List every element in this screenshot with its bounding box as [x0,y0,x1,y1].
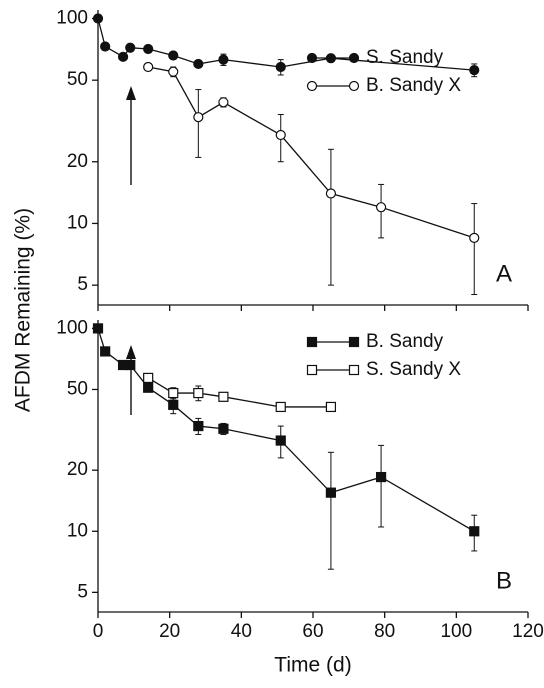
data-point [143,382,154,393]
legend-label: B. Sandy [366,331,444,352]
data-point [143,43,154,55]
y-tick-label: 50 [67,378,88,399]
data-point [168,66,179,77]
x-tick-label: 120 [512,621,544,642]
data-point [92,13,104,24]
error-bar [327,451,334,570]
legend-label: B. Sandy X [366,75,461,96]
y-tick-label: 5 [77,581,88,602]
data-point [275,435,286,446]
data-point [193,58,204,70]
data-point [100,41,111,52]
data-point [218,54,229,65]
data-point [218,391,229,402]
x-tick-label: 40 [231,621,252,642]
panel-label: B [496,567,512,594]
data-point [325,188,337,199]
data-point [275,129,286,141]
y-tick-label: 100 [56,7,88,28]
y-tick-label: 20 [67,151,88,172]
data-point [469,232,480,244]
data-point [325,401,337,413]
legend-marker [306,52,318,64]
data-point [375,202,387,213]
data-point [168,50,179,61]
y-axis-label: AFDM Remaining (%) [12,208,35,412]
x-tick-label: 80 [374,621,395,642]
x-tick-label: 100 [440,621,472,642]
data-point [193,387,204,399]
legend-marker [348,52,360,64]
data-point [325,487,337,498]
error-bar [327,148,334,286]
error-bar [378,444,385,528]
data-point [143,372,154,384]
data-point [193,420,204,432]
x-tick-label: 60 [302,621,323,642]
legend-marker [348,80,360,92]
error-bar [471,203,478,296]
legend-marker [306,336,318,348]
x-axis-label: Time (d) [274,654,351,677]
data-point [125,42,136,53]
arrow [126,86,136,185]
y-tick-label: 100 [56,317,88,338]
series [148,66,478,296]
legend-marker [348,336,360,348]
data-point [92,323,104,334]
y-tick-label: 5 [77,274,88,295]
data-point [275,401,286,413]
panel-label: A [496,260,512,287]
x-tick-label: 0 [93,621,104,642]
legend-marker [348,364,360,376]
data-point [469,64,480,76]
data-point [125,359,136,371]
data-point [168,387,179,399]
data-point [168,399,179,410]
data-point [375,471,387,483]
x-tick-label: 20 [159,621,180,642]
data-point [218,97,229,108]
data-point [218,423,229,434]
data-point [117,51,129,62]
y-tick-label: 10 [67,520,88,541]
data-point [193,112,204,123]
series-line [148,66,475,239]
legend-marker [306,364,318,376]
data-point [143,61,154,73]
legend-label: S. Sandy X [366,359,461,380]
y-tick-label: 10 [67,212,88,233]
data-point [469,526,480,537]
legend-label: S. Sandy [366,47,444,68]
y-tick-label: 50 [67,69,88,90]
data-point [275,61,286,73]
data-point [100,346,111,357]
arrow [126,345,136,415]
error-bar [195,89,202,158]
y-tick-label: 20 [67,459,88,480]
legend-marker [306,80,318,92]
